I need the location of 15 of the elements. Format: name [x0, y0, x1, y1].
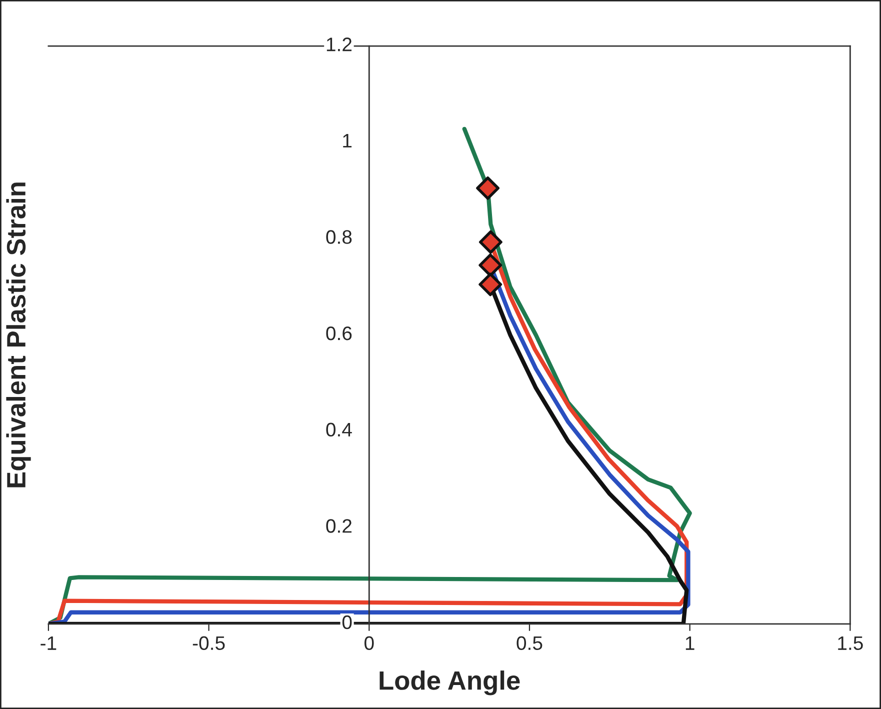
x-tick-label: 0.5 [516, 636, 542, 650]
y-tick-label: 0.4 [326, 422, 352, 437]
y-tick-label: 1.2 [326, 38, 352, 52]
x-tick-label: 1.5 [838, 636, 863, 650]
y-tick-label: 0 [342, 615, 352, 630]
x-tick-label: 1 [686, 636, 694, 650]
x-axis-title: Lode Angle [380, 670, 520, 696]
y-tick-label: 0.6 [326, 326, 352, 340]
x-tick-label: 0 [364, 636, 374, 650]
y-axis-title: Equivalent Plastic Strain [6, 182, 31, 488]
y-tick-label: 0.8 [326, 230, 352, 244]
y-tick-label: 0.2 [326, 519, 352, 533]
x-tick-label: -0.5 [192, 636, 225, 650]
x-tick-label: -1 [40, 636, 56, 650]
y-tick-label: 1 [343, 134, 352, 148]
